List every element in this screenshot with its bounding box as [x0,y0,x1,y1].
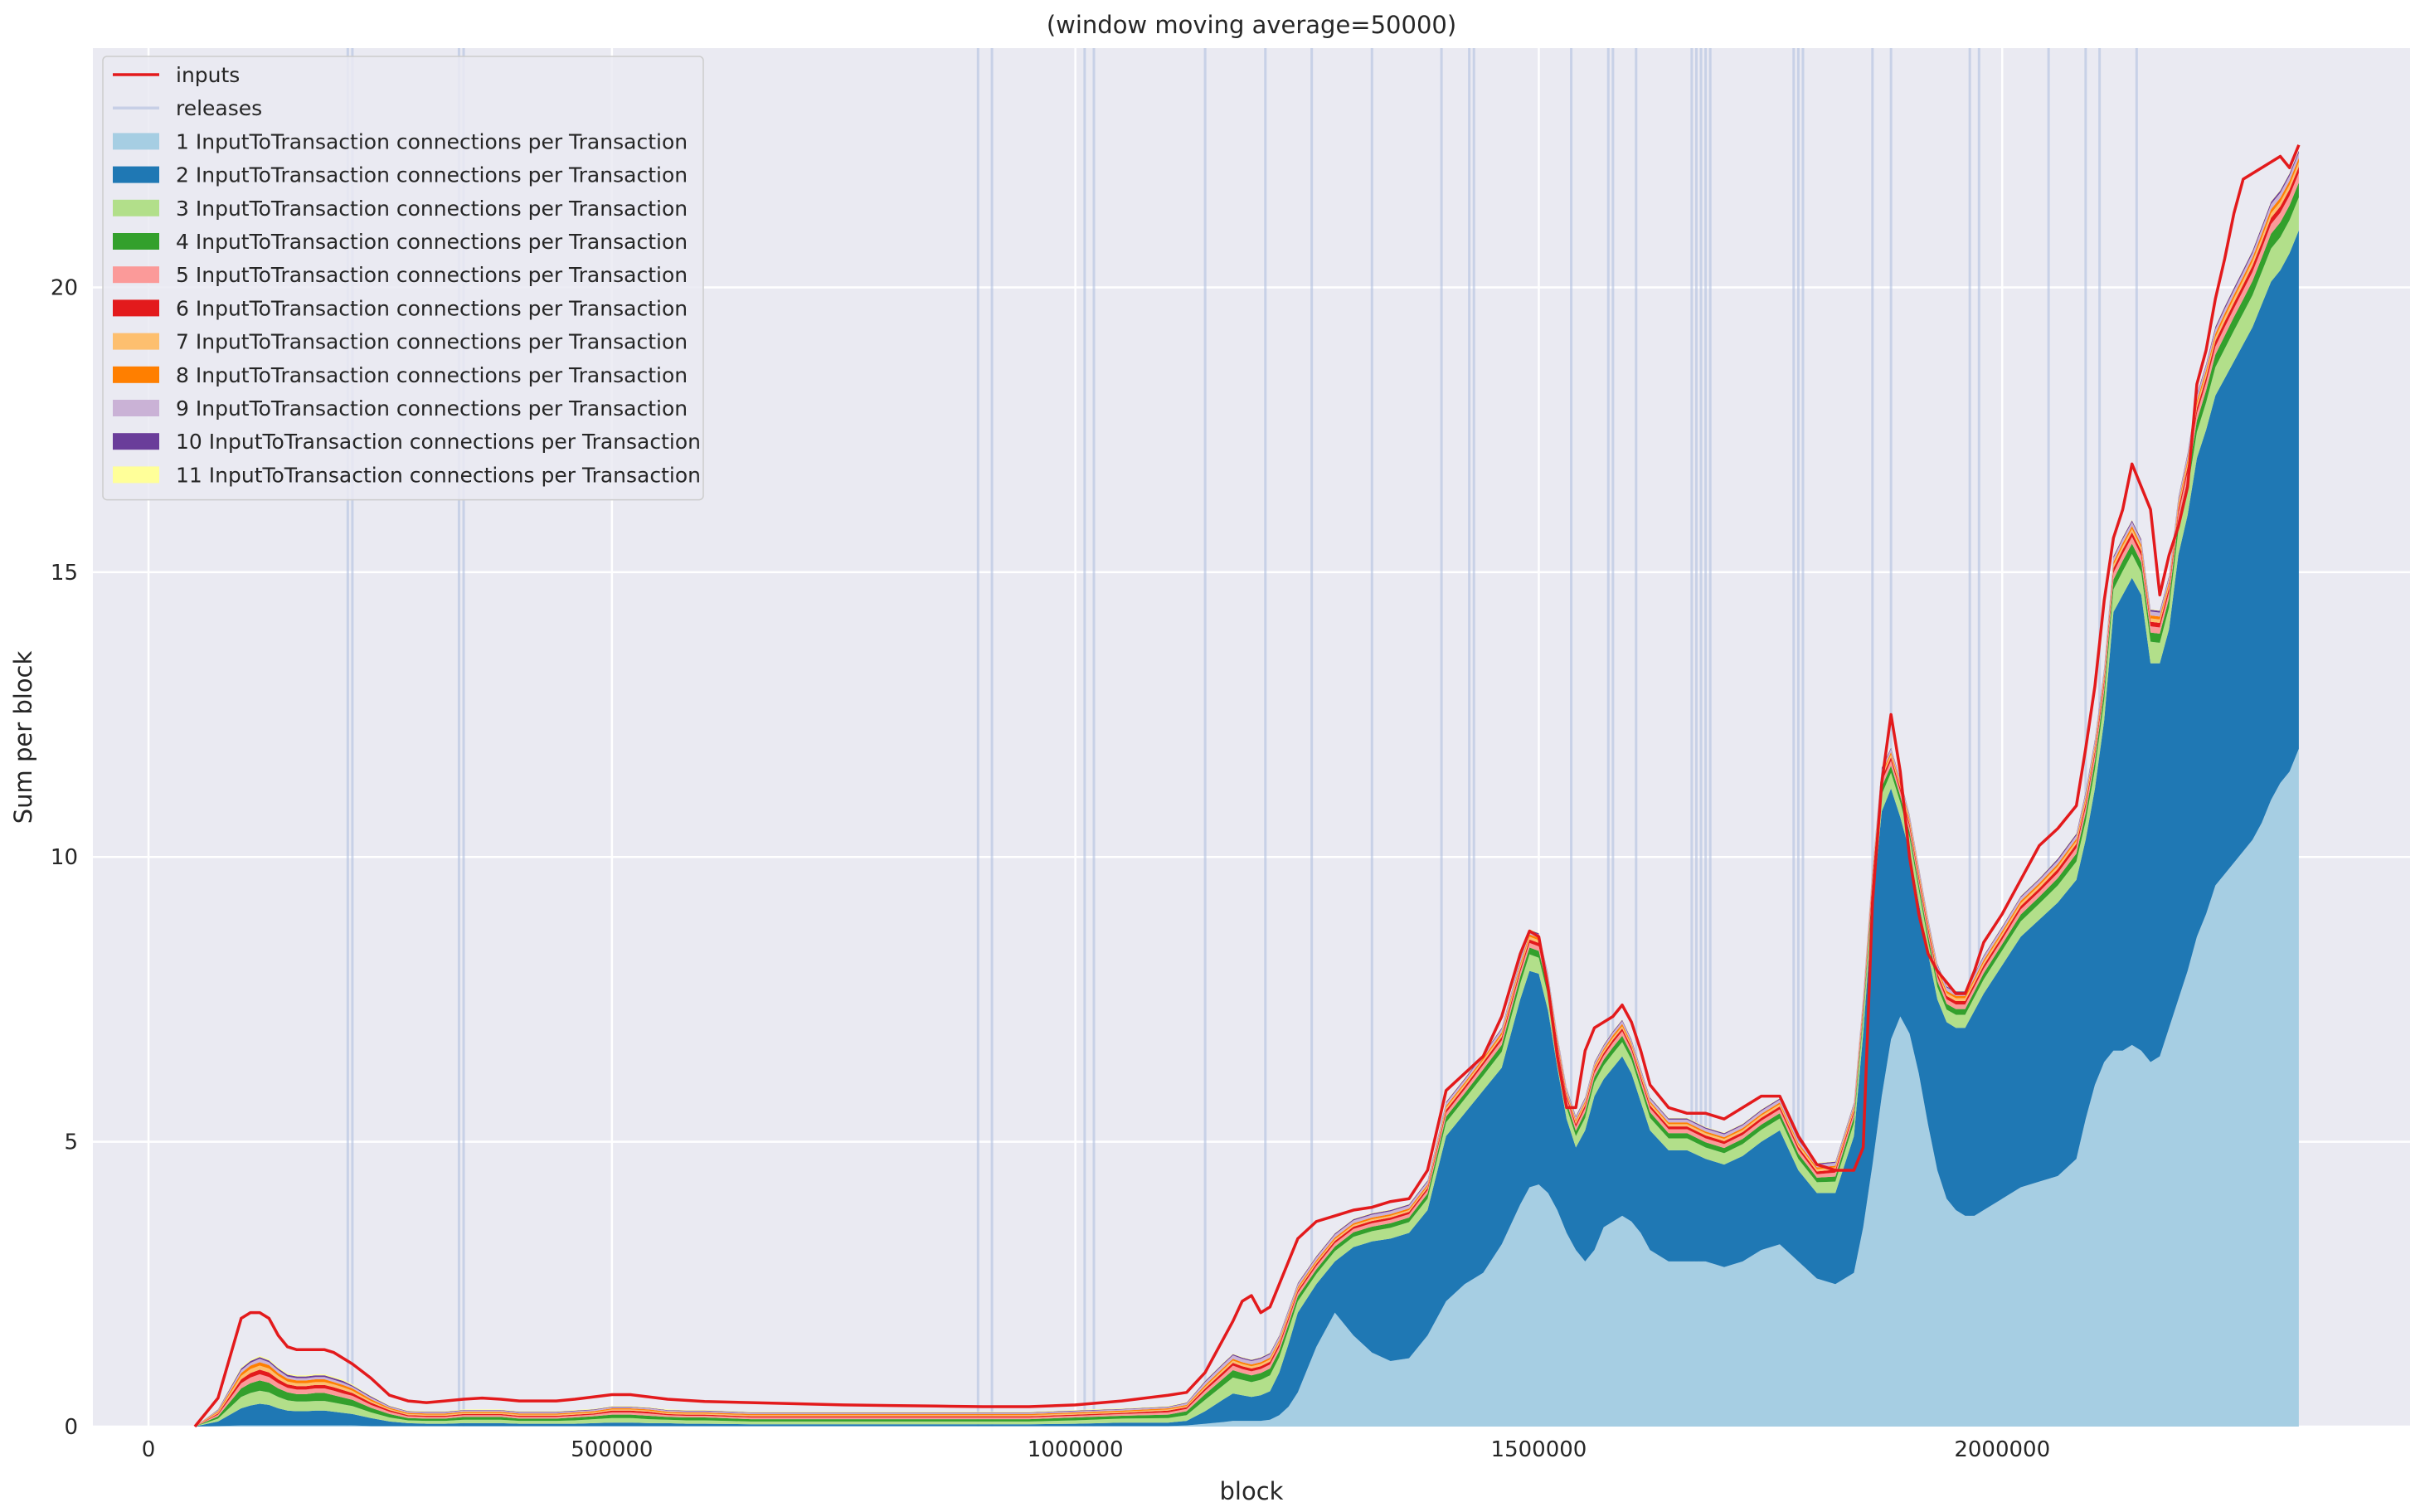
legend-patch-swatch [113,366,159,383]
inputs-line [193,144,2301,1428]
y-tick-label: 20 [51,275,78,300]
legend-label: 7 InputToTransaction connections per Tra… [176,330,688,354]
x-axis-label: block [1220,1477,1284,1505]
legend-patch-swatch [113,400,159,416]
area-series-6 [194,166,2299,1427]
legend: inputs releases 1 InputToTransaction conne… [102,56,704,501]
legend-patch-swatch [113,166,159,183]
area-series-7 [194,162,2299,1427]
legend-label: 3 InputToTransaction connections per Tra… [176,197,688,221]
x-tick-label: 1000000 [1028,1437,1124,1462]
legend-box [102,56,704,501]
legend-label: inputs [176,63,240,87]
chart-title: (window moving average=50000) [1047,11,1456,39]
legend-label: releases [176,96,262,120]
y-axis-label: Sum per block [9,650,37,824]
x-tick-labels: 0 500000 1000000 1500000 2000000 [142,1437,2050,1462]
legend-label: 6 InputToTransaction connections per Tra… [176,296,688,320]
legend-label: 5 InputToTransaction connections per Tra… [176,263,688,287]
y-tick-labels: 0 5 10 15 20 [51,275,78,1440]
y-tick-label: 10 [51,845,78,870]
stacked-areas [194,149,2299,1427]
legend-label: 11 InputToTransaction connections per Tr… [176,463,701,487]
inputs-line-group [193,144,2301,1428]
legend-patch-swatch [113,299,159,317]
legend-patch-swatch [113,233,159,250]
x-tick-label: 2000000 [1954,1437,2050,1462]
legend-patch-swatch [113,333,159,350]
x-tick-label: 500000 [571,1437,653,1462]
legend-label: 9 InputToTransaction connections per Tra… [176,396,688,421]
legend-patch-swatch [113,433,159,450]
x-tick-label: 1500000 [1491,1437,1587,1462]
legend-label: 10 InputToTransaction connections per Tr… [176,430,701,454]
area-series-1 [194,748,2299,1427]
legend-patch-swatch [113,133,159,150]
legend-patch-swatch [113,199,159,216]
y-tick-label: 0 [64,1415,78,1440]
legend-label: 8 InputToTransaction connections per Tra… [176,363,688,387]
y-tick-label: 5 [64,1130,78,1155]
y-tick-label: 15 [51,561,78,586]
legend-label: 2 InputToTransaction connections per Tra… [176,163,688,187]
legend-patch-swatch [113,266,159,284]
legend-patch-swatch [113,466,159,484]
legend-label: 1 InputToTransaction connections per Tra… [176,129,688,153]
legend-label: 4 InputToTransaction connections per Tra… [176,230,688,254]
x-tick-label: 0 [142,1437,156,1462]
